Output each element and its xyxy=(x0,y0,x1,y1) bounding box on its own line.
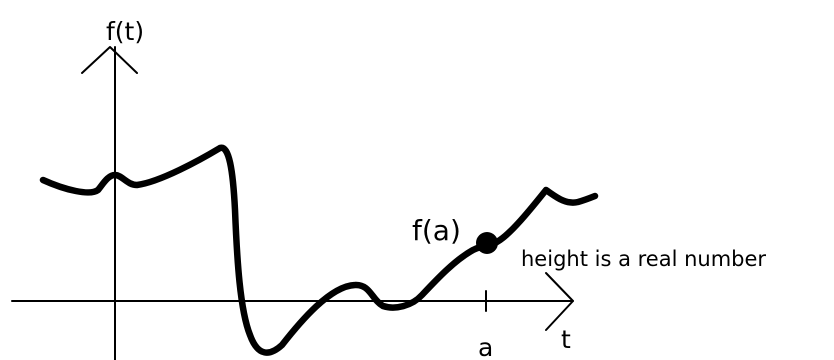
y-axis-label: f(t) xyxy=(106,17,144,46)
function-curve xyxy=(39,144,599,356)
tick-label-a: a xyxy=(478,333,493,360)
point-label-f-of-a: f(a) xyxy=(412,214,461,247)
x-axis-arrowhead xyxy=(545,272,574,331)
point-f-of-a xyxy=(476,232,498,254)
height-annotation: height is a real number xyxy=(521,247,766,271)
x-axis-label: t xyxy=(561,325,571,354)
y-axis-arrowhead xyxy=(81,46,138,74)
